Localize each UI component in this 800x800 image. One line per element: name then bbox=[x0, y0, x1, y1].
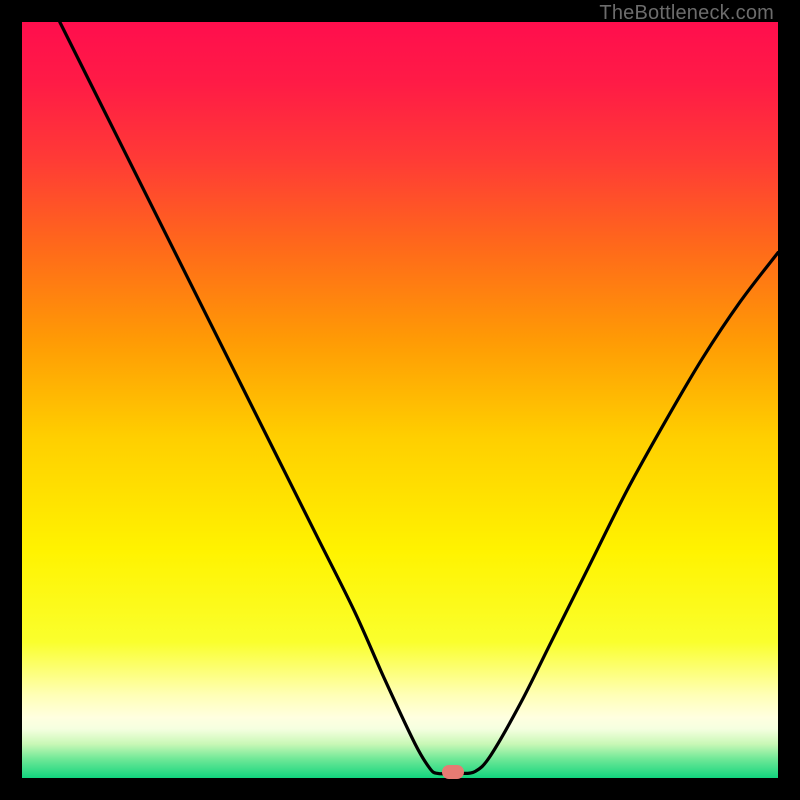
source-watermark: TheBottleneck.com bbox=[599, 2, 774, 25]
bottleneck-curve bbox=[22, 22, 778, 778]
plot-area bbox=[22, 22, 778, 778]
optimal-point-marker bbox=[442, 765, 464, 779]
